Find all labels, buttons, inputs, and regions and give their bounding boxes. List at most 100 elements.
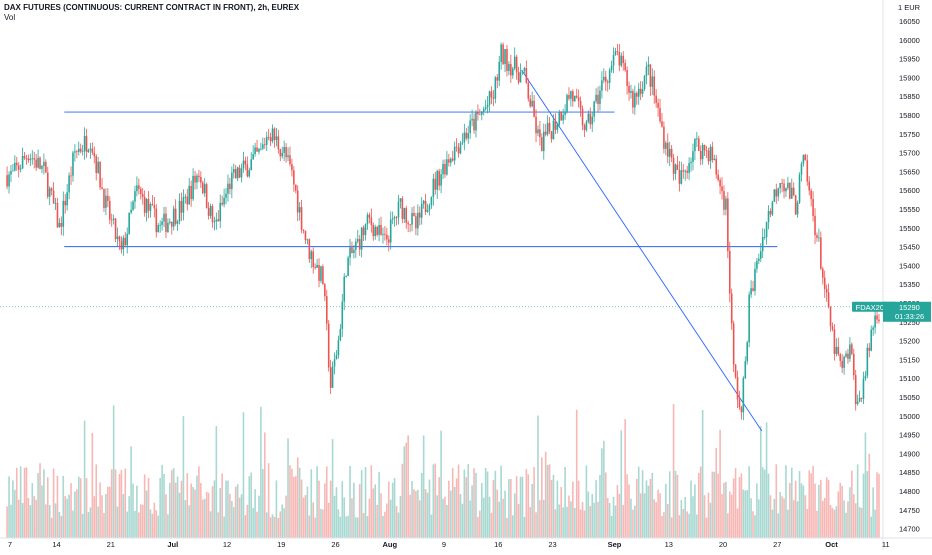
volume-bar <box>85 478 88 538</box>
volume-bar <box>459 494 462 538</box>
price-tick-label: 14950 <box>899 431 920 440</box>
candle-body <box>872 327 874 330</box>
volume-bar <box>519 476 522 538</box>
candle-body <box>477 112 479 115</box>
volume-bar <box>169 482 171 538</box>
candle-body <box>50 188 53 191</box>
volume-bar <box>802 485 805 538</box>
candle-body <box>364 224 367 236</box>
candle-body <box>635 93 638 97</box>
volume-bar <box>159 477 161 538</box>
candle-body <box>81 151 84 152</box>
candle-body <box>482 109 485 113</box>
volume-bar <box>461 503 464 538</box>
candle-body <box>647 64 650 67</box>
volume-bar <box>577 480 580 538</box>
volume-bar <box>789 482 791 538</box>
candle-body <box>459 143 462 154</box>
volume-bar <box>878 473 880 538</box>
candle-body <box>19 168 22 170</box>
volume-bar <box>599 474 601 538</box>
volume-bar <box>728 491 731 538</box>
volume-bar <box>572 481 574 538</box>
candle-body <box>405 207 408 223</box>
candle-body <box>818 237 820 239</box>
volume-bar <box>610 515 613 538</box>
volume-bar <box>748 466 750 538</box>
volume-bar <box>46 477 49 538</box>
candle-body <box>665 142 667 149</box>
candle-body <box>382 233 384 235</box>
candle-body <box>74 151 76 153</box>
volume-bar <box>291 468 293 538</box>
candle-body <box>101 187 103 189</box>
volume-bar <box>254 489 256 538</box>
candle-body <box>23 155 26 159</box>
candle-body <box>562 114 564 121</box>
volume-bar <box>366 516 369 538</box>
volume-bar <box>858 507 861 538</box>
volume-bar <box>767 473 770 538</box>
candle-body <box>289 155 291 165</box>
volume-bar <box>703 495 706 538</box>
volume-bar <box>837 491 840 538</box>
candle-body <box>46 172 49 197</box>
volume-bar <box>320 508 322 538</box>
countdown-label: 01:33:26 <box>895 312 924 321</box>
candle-body <box>409 224 411 226</box>
volume-bar <box>746 490 749 538</box>
time-axis[interactable]: 7 14 21 Jul 12 19 26 Aug 9 16 23 Sep 13 20 27 Oct 11 <box>0 537 932 549</box>
volume-bar <box>448 480 450 538</box>
candle-body <box>789 182 791 199</box>
candle-body <box>802 154 805 164</box>
candle-body <box>248 170 251 177</box>
volume-bar <box>758 499 760 538</box>
candle-body <box>155 208 158 233</box>
volume-bar <box>715 448 718 538</box>
volume-bar <box>401 463 404 538</box>
candle-body <box>630 91 632 93</box>
candle-body <box>581 108 584 126</box>
volume-bar <box>866 471 869 538</box>
candle-body <box>17 165 20 170</box>
candle-body <box>397 201 400 218</box>
candle-body <box>322 266 324 285</box>
price-axis[interactable]: 1 EUR 14700 14750 14800 14850 14900 14950 15000… <box>882 0 921 550</box>
volume-bar <box>527 474 530 538</box>
volume-bar <box>376 504 378 538</box>
candle-body <box>728 251 731 294</box>
candle-body <box>601 80 603 91</box>
candle-body <box>77 148 80 152</box>
volume-bar <box>209 511 212 538</box>
candle-body <box>91 148 94 153</box>
volume-bar <box>717 473 719 538</box>
candle-body <box>172 208 175 227</box>
candle-body <box>188 185 191 205</box>
candle-body <box>298 207 301 213</box>
volume-bar <box>136 485 138 538</box>
volume-bar <box>635 478 638 538</box>
volume-bar <box>872 487 874 538</box>
candle-body <box>271 128 274 142</box>
candle-body <box>356 239 359 242</box>
volume-bar <box>287 438 289 538</box>
candle-body <box>279 149 282 157</box>
candle-body <box>387 239 390 243</box>
candle-body <box>515 56 518 73</box>
candle-body <box>85 135 88 153</box>
candle-body <box>389 219 392 243</box>
price-tick-label: 14900 <box>899 449 920 458</box>
volume-bar <box>825 477 828 538</box>
volume-bar <box>145 490 148 538</box>
candle-body <box>719 179 721 187</box>
volume-bar <box>118 473 121 538</box>
volume-bar <box>841 485 843 538</box>
candle-body <box>33 158 36 160</box>
volume-bar <box>393 477 396 538</box>
candle-body <box>703 144 706 151</box>
candle-body <box>196 175 198 183</box>
volume-bar <box>374 484 377 538</box>
volume-bar <box>29 505 32 538</box>
